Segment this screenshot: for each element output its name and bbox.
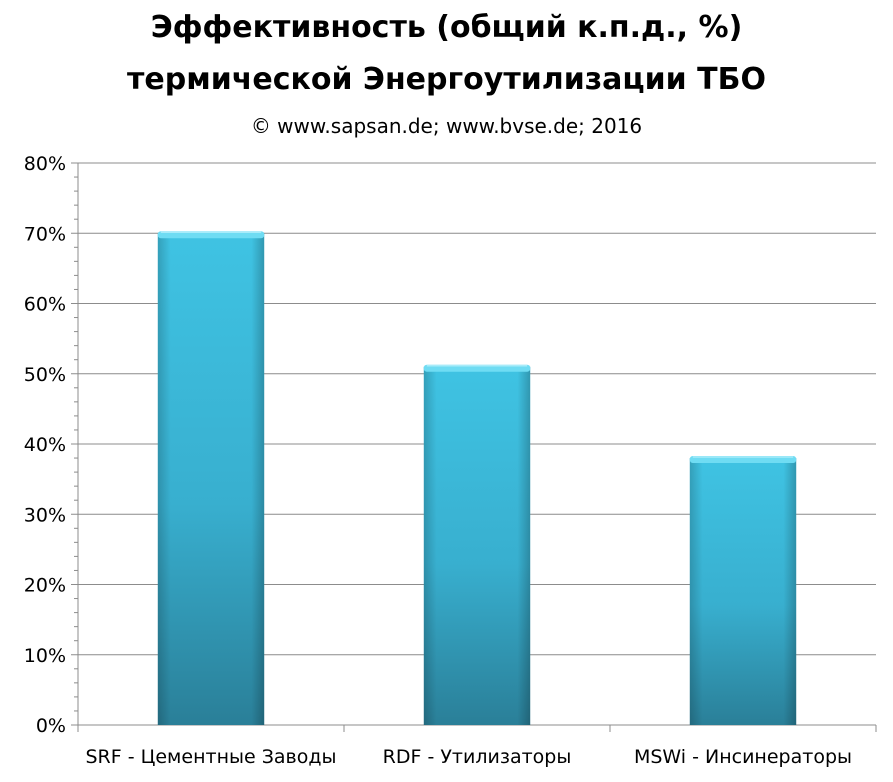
y-tick-label: 10%: [24, 645, 66, 667]
bar: [423, 364, 531, 725]
bar-shade: [689, 458, 797, 725]
y-tick-label: 80%: [24, 153, 66, 175]
chart-title-line1: Эффективность (общий к.п.д., %): [150, 10, 743, 45]
x-tick-label: SRF - Цементные Заводы: [85, 746, 336, 768]
x-tick-label: MSWi - Инсинераторы: [634, 746, 852, 768]
chart-subtitle: © www.sapsan.de; www.bvse.de; 2016: [250, 114, 643, 138]
chart-title-line2: термической Энергоутилизации ТБО: [127, 62, 766, 97]
x-tick-label: RDF - Утилизаторы: [383, 746, 572, 768]
bar: [689, 456, 797, 725]
y-tick-label: 70%: [24, 223, 66, 245]
y-tick-label: 30%: [24, 504, 66, 526]
bars: [157, 231, 797, 725]
bar-shade: [423, 366, 531, 725]
bar: [157, 231, 265, 725]
y-tick-label: 40%: [24, 434, 66, 456]
tick-labels: 0% 10% 20% 30% 40% 50% 60% 70% 80% SRF - Цементны…: [24, 153, 852, 768]
y-tick-label: 50%: [24, 364, 66, 386]
bar-shade: [157, 233, 265, 725]
y-tick-label: 60%: [24, 294, 66, 316]
y-tick-label: 20%: [24, 575, 66, 597]
y-tick-label: 0%: [36, 715, 66, 737]
